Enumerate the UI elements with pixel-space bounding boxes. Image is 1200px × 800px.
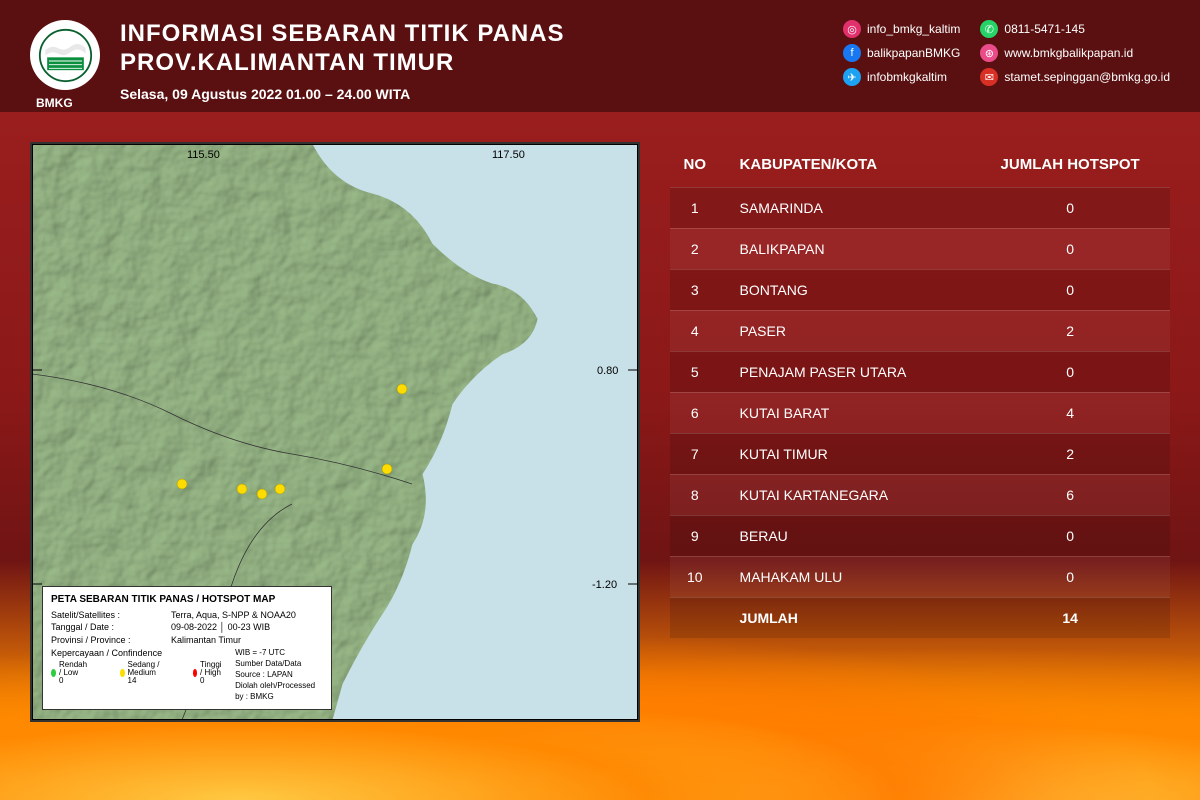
- contact-facebook: f balikpapanBMKG: [843, 44, 960, 62]
- cell-region: KUTAI KARTANEGARA: [720, 474, 971, 515]
- col-count: JUMLAH HOTSPOT: [970, 142, 1170, 188]
- cell-region: MAHAKAM ULU: [720, 556, 971, 597]
- legend-sat-label: Satelit/Satellites :: [51, 609, 171, 622]
- table-row: 7 KUTAI TIMUR 2: [670, 433, 1170, 474]
- cell-region: PASER: [720, 310, 971, 351]
- cell-region: BALIKPAPAN: [720, 228, 971, 269]
- whatsapp-icon: ✆: [980, 20, 998, 38]
- web-label: www.bmkgbalikpapan.id: [1004, 46, 1133, 60]
- cell-count: 0: [970, 269, 1170, 310]
- cell-no: 3: [670, 269, 720, 310]
- cell-no: 8: [670, 474, 720, 515]
- table-total-row: JUMLAH 14: [670, 597, 1170, 638]
- legend-low: Rendah / Low0: [51, 661, 90, 685]
- cell-no: 9: [670, 515, 720, 556]
- cell-no: 5: [670, 351, 720, 392]
- contact-email: ✉ stamet.sepinggan@bmkg.go.id: [980, 68, 1170, 86]
- legend-date-val: 09-08-2022 │ 00-23 WIB: [171, 621, 270, 634]
- cell-count: 0: [970, 351, 1170, 392]
- facebook-label: balikpapanBMKG: [867, 46, 960, 60]
- cell-count: 0: [970, 228, 1170, 269]
- cell-count: 2: [970, 310, 1170, 351]
- table-row: 4 PASER 2: [670, 310, 1170, 351]
- legend-source: Sumber Data/Data Source : LAPAN: [235, 658, 323, 680]
- cell-no: 7: [670, 433, 720, 474]
- cell-count: 0: [970, 515, 1170, 556]
- svg-text:117.50: 117.50: [492, 149, 525, 161]
- org-label: BMKG: [36, 96, 73, 110]
- cell-count: 0: [970, 187, 1170, 228]
- col-no: NO: [670, 142, 720, 188]
- cell-count: 2: [970, 433, 1170, 474]
- cell-region: SAMARINDA: [720, 187, 971, 228]
- email-label: stamet.sepinggan@bmkg.go.id: [1004, 70, 1170, 84]
- svg-text:-1.20: -1.20: [592, 579, 617, 591]
- map-panel: 0.80 -1.20 115.50 117.50 PETA SEBARAN TITIK…: [30, 142, 640, 722]
- web-icon: ⊛: [980, 44, 998, 62]
- instagram-icon: ◎: [843, 20, 861, 38]
- legend-sat-val: Terra, Aqua, S-NPP & NOAA20: [171, 609, 296, 622]
- legend-wib: WIB = -7 UTC: [235, 647, 323, 658]
- email-icon: ✉: [980, 68, 998, 86]
- map-legend: PETA SEBARAN TITIK PANAS / HOTSPOT MAP S…: [42, 586, 332, 710]
- twitter-label: infobmkgkaltim: [867, 70, 947, 84]
- contact-twitter: ✈ infobmkgkaltim: [843, 68, 960, 86]
- cell-no: 4: [670, 310, 720, 351]
- content: 0.80 -1.20 115.50 117.50 PETA SEBARAN TITIK…: [0, 112, 1200, 752]
- col-region: KABUPATEN/KOTA: [720, 142, 971, 188]
- header: BMKG INFORMASI SEBARAN TITIK PANAS PROV.…: [0, 0, 1200, 112]
- twitter-icon: ✈: [843, 68, 861, 86]
- instagram-label: info_bmkg_kaltim: [867, 22, 960, 36]
- svg-text:0.80: 0.80: [597, 365, 618, 377]
- legend-high: Tinggi / High0: [193, 661, 226, 685]
- cell-no: 2: [670, 228, 720, 269]
- facebook-icon: f: [843, 44, 861, 62]
- cell-region: BONTANG: [720, 269, 971, 310]
- title-block: INFORMASI SEBARAN TITIK PANAS PROV.KALIM…: [120, 20, 843, 102]
- legend-date-label: Tanggal / Date :: [51, 621, 171, 634]
- whatsapp-label: 0811-5471-145: [1004, 22, 1085, 36]
- date-line: Selasa, 09 Agustus 2022 01.00 – 24.00 WI…: [120, 86, 843, 102]
- legend-dots: Rendah / Low0 Sedang / Medium14 Tinggi / H…: [51, 661, 225, 685]
- legend-prov-val: Kalimantan Timur: [171, 634, 241, 647]
- bmkg-logo: [30, 20, 100, 90]
- legend-processed: Diolah oleh/Processed by : BMKG: [235, 680, 323, 702]
- contact-web: ⊛ www.bmkgbalikpapan.id: [980, 44, 1170, 62]
- legend-title: PETA SEBARAN TITIK PANAS / HOTSPOT MAP: [51, 593, 323, 607]
- title-line2: PROV.KALIMANTAN TIMUR: [120, 49, 843, 78]
- cell-count: 0: [970, 556, 1170, 597]
- cell-region: BERAU: [720, 515, 971, 556]
- legend-conf-label: Kepercayaan / Confindence: [51, 647, 171, 660]
- table-row: 3 BONTANG 0: [670, 269, 1170, 310]
- table-row: 9 BERAU 0: [670, 515, 1170, 556]
- table-row: 1 SAMARINDA 0: [670, 187, 1170, 228]
- legend-medium: Sedang / Medium14: [120, 661, 163, 685]
- legend-prov-label: Provinsi / Province :: [51, 634, 171, 647]
- table-row: 10 MAHAKAM ULU 0: [670, 556, 1170, 597]
- cell-region: PENAJAM PASER UTARA: [720, 351, 971, 392]
- svg-text:115.50: 115.50: [187, 149, 220, 161]
- total-label: JUMLAH: [720, 597, 971, 638]
- cell-region: KUTAI TIMUR: [720, 433, 971, 474]
- table-row: 2 BALIKPAPAN 0: [670, 228, 1170, 269]
- table-row: 6 KUTAI BARAT 4: [670, 392, 1170, 433]
- table-panel: NO KABUPATEN/KOTA JUMLAH HOTSPOT 1 SAMAR…: [670, 142, 1170, 722]
- contact-instagram: ◎ info_bmkg_kaltim: [843, 20, 960, 38]
- cell-no: 6: [670, 392, 720, 433]
- title-line1: INFORMASI SEBARAN TITIK PANAS: [120, 20, 843, 49]
- cell-no: 1: [670, 187, 720, 228]
- cell-count: 4: [970, 392, 1170, 433]
- cell-count: 6: [970, 474, 1170, 515]
- cell-no: 10: [670, 556, 720, 597]
- cell-region: KUTAI BARAT: [720, 392, 971, 433]
- total-value: 14: [970, 597, 1170, 638]
- table-row: 5 PENAJAM PASER UTARA 0: [670, 351, 1170, 392]
- table-row: 8 KUTAI KARTANEGARA 6: [670, 474, 1170, 515]
- contacts-block: ◎ info_bmkg_kaltim ✆ 0811-5471-145 f bal…: [843, 20, 1170, 86]
- hotspot-table: NO KABUPATEN/KOTA JUMLAH HOTSPOT 1 SAMAR…: [670, 142, 1170, 638]
- contact-whatsapp: ✆ 0811-5471-145: [980, 20, 1170, 38]
